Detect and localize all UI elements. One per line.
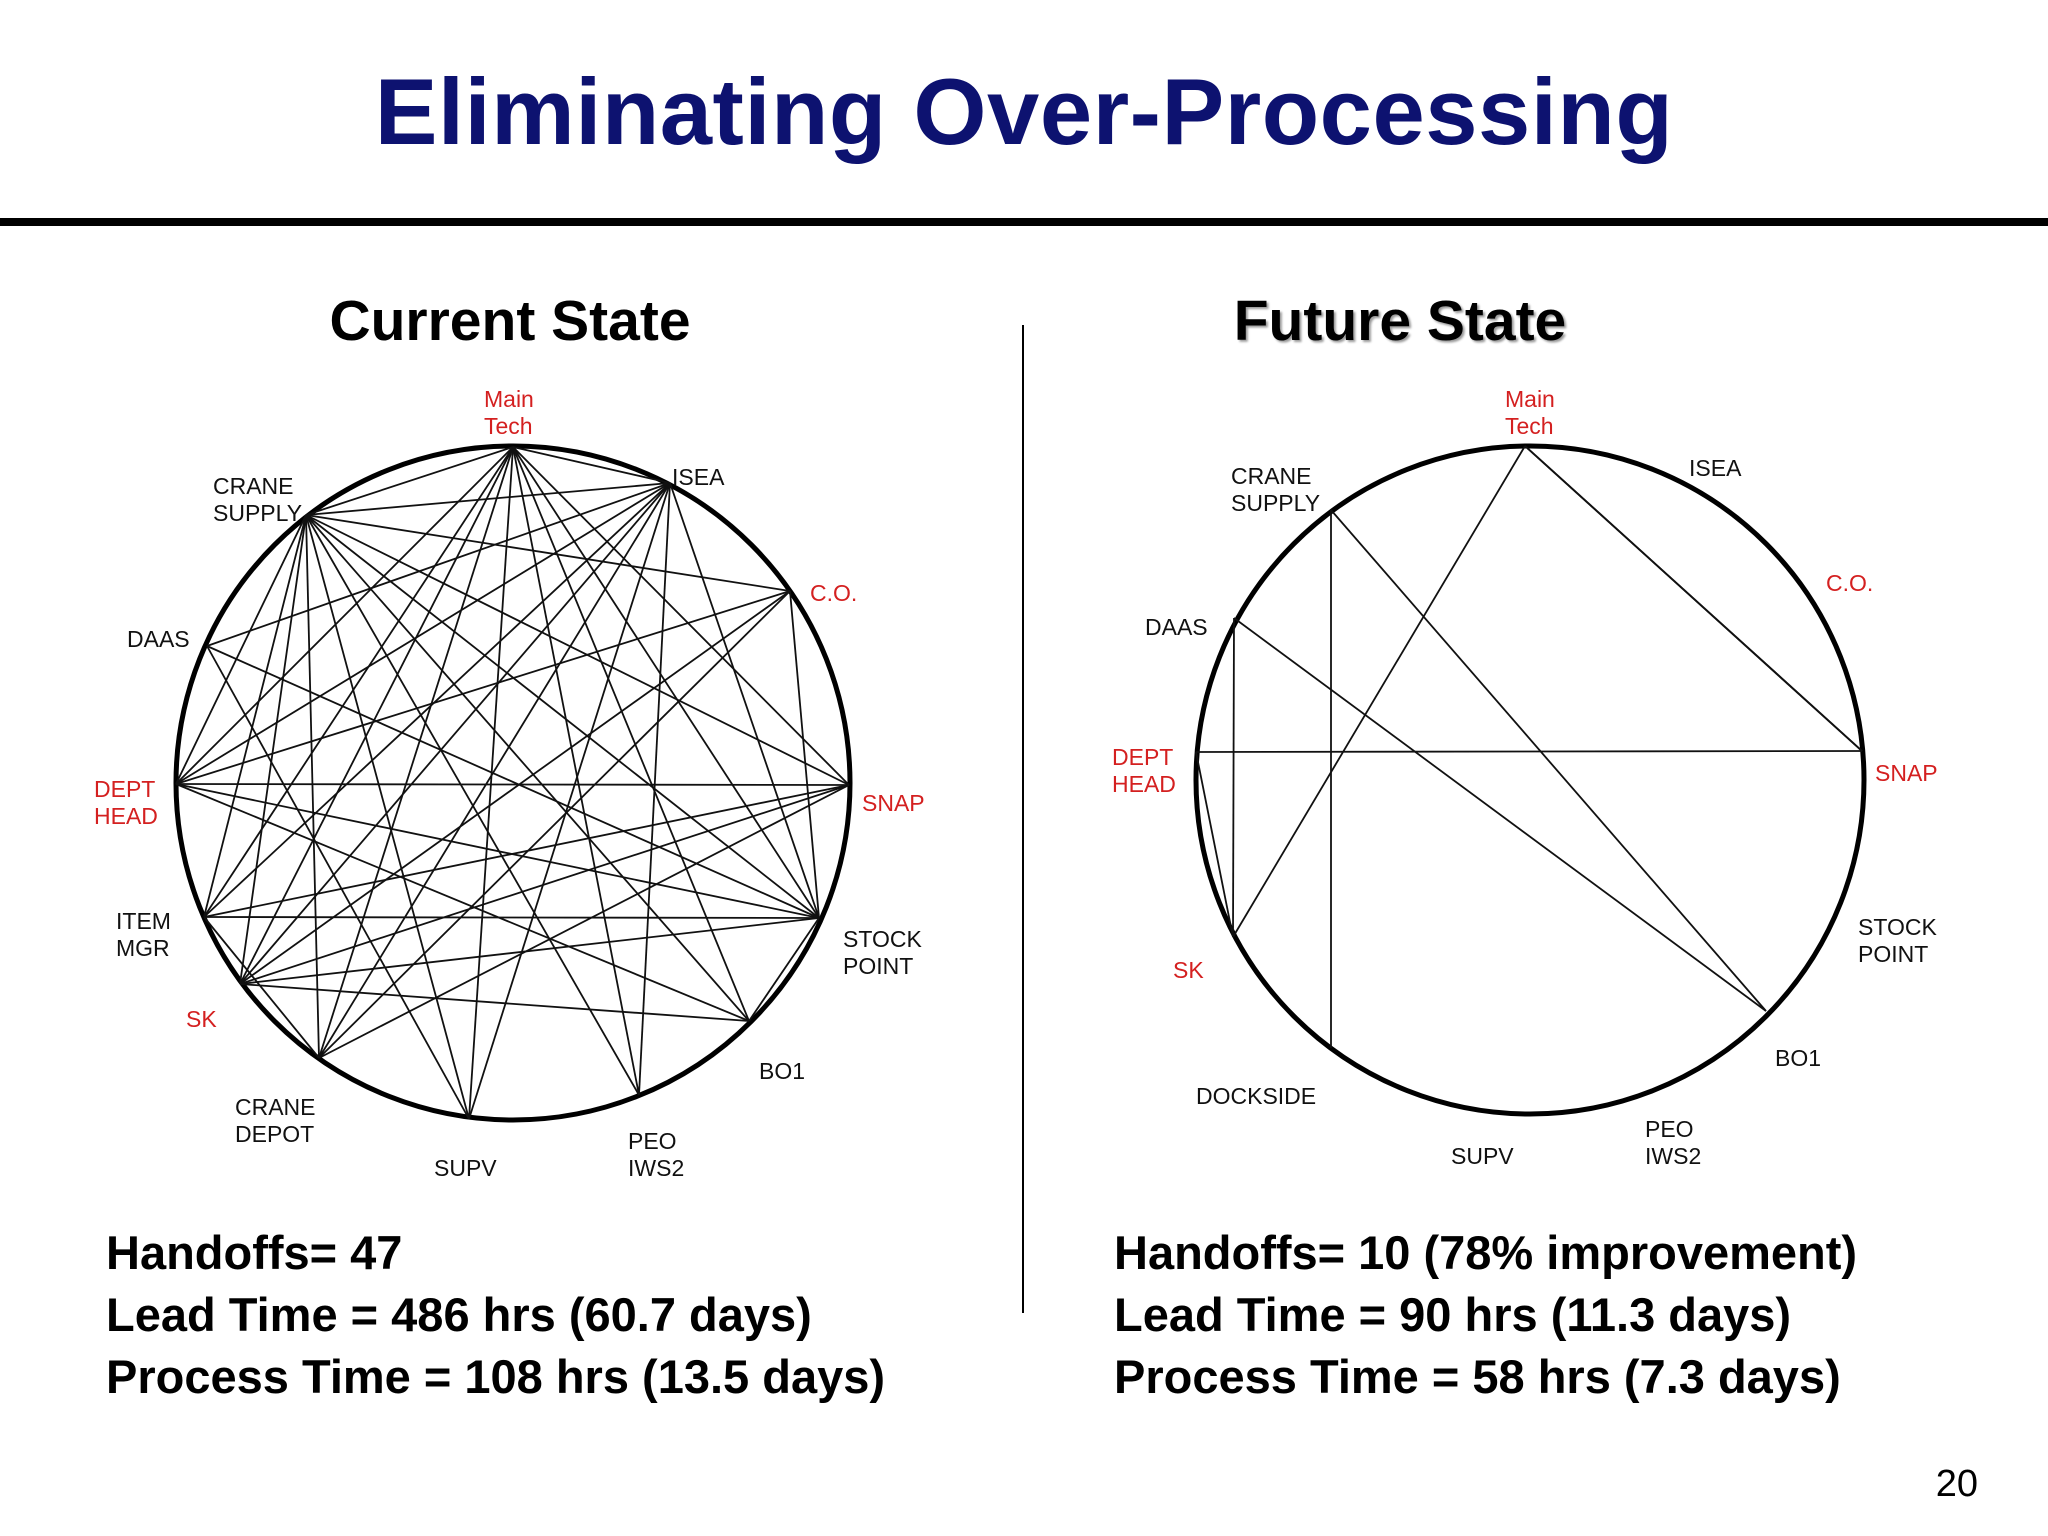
current-handoff-line-main-isea	[512, 446, 671, 484]
current-node-label-supv: SUPV	[434, 1155, 497, 1181]
current-handoff-line-co-depthead	[175, 590, 791, 785]
future-handoff-line-daas-bo1	[1233, 617, 1767, 1012]
future-handoff-line-main-snap	[1524, 445, 1863, 752]
future-node-label-main: Main Tech	[1505, 386, 1555, 439]
future-node-label-sk: SK	[1173, 957, 1204, 983]
current-handoffs: Handoffs= 47	[106, 1226, 403, 1279]
current-handoff-line-itemmgr-stock	[203, 916, 820, 919]
future-lead-time: Lead Time = 90 hrs (11.3 days)	[1114, 1288, 1792, 1341]
future-handoff-line-main-sk	[1232, 445, 1526, 938]
current-node-label-cranesupply: CRANE SUPPLY	[213, 473, 303, 526]
current-handoff-line-co-cranedepot	[318, 590, 791, 1059]
current-node-label-cranedepot: CRANE DEPOT	[235, 1094, 316, 1147]
current-process-time: Process Time = 108 hrs (13.5 days)	[106, 1350, 886, 1403]
current-handoff-line-cranesupply-snap	[305, 514, 850, 786]
current-handoff-line-cranesupply-cranedepot	[305, 514, 320, 1059]
current-handoff-line-stock-bo1	[748, 917, 820, 1022]
current-handoff-line-cranesupply-co	[305, 514, 791, 592]
current-node-label-bo1: BO1	[759, 1058, 806, 1084]
future-handoff-line-depthead-sk	[1195, 751, 1234, 938]
current-node-label-itemmgr: ITEM MGR	[116, 908, 171, 961]
current-handoff-line-itemmgr-cranedepot	[203, 916, 320, 1059]
current-handoff-line-cranesupply-itemmgr	[203, 514, 307, 918]
future-node-label-supv: SUPV	[1451, 1143, 1514, 1169]
current-handoff-line-co-stock	[789, 590, 820, 919]
current-handoff-line-main-stock	[512, 446, 820, 919]
current-state-stats: Handoffs= 47 Lead Time = 486 hrs (60.7 d…	[106, 1222, 885, 1408]
future-node-label-snap: SNAP	[1875, 760, 1938, 786]
center-divider	[1022, 325, 1024, 1313]
future-node-label-depthead: DEPT HEAD	[1112, 744, 1176, 797]
current-handoff-line-isea-cranedepot	[318, 482, 671, 1059]
future-handoff-line-daas-sk	[1232, 617, 1235, 938]
current-handoff-line-sk-bo1	[239, 983, 750, 1022]
title-rule	[0, 218, 2048, 226]
current-handoff-line-daas-supv	[206, 645, 470, 1120]
current-handoff-line-snap-depthead	[175, 783, 850, 786]
future-state-heading: Future State	[1233, 289, 1567, 353]
current-node-label-snap: SNAP	[862, 790, 925, 816]
future-node-label-daas: DAAS	[1145, 614, 1208, 640]
current-handoff-line-cranesupply-bo1	[305, 514, 750, 1022]
current-handoff-line-cranesupply-sk	[239, 514, 307, 985]
current-node-label-daas: DAAS	[127, 626, 190, 652]
current-handoff-line-cranesupply-stock	[305, 514, 820, 919]
future-node-label-dockside: DOCKSIDE	[1196, 1083, 1317, 1109]
future-node-label-stock: STOCK POINT	[1858, 914, 1937, 967]
current-lead-time: Lead Time = 486 hrs (60.7 days)	[106, 1288, 812, 1341]
current-handoff-line-main-depthead	[175, 446, 514, 785]
future-state-stats: Handoffs= 10 (78% improvement) Lead Time…	[1114, 1222, 1857, 1408]
current-handoff-line-isea-depthead	[175, 482, 671, 785]
future-handoff-line-cranesupply-bo1	[1330, 509, 1767, 1012]
current-handoff-line-main-cranesupply	[305, 446, 514, 516]
future-circle	[1193, 443, 1867, 1117]
slide-title: Eliminating Over-Processing	[374, 59, 1674, 164]
future-node-label-peo: PEO IWS2	[1645, 1116, 1702, 1169]
current-handoff-line-snap-sk	[239, 784, 850, 985]
current-handoff-line-snap-cranedepot	[318, 784, 850, 1059]
future-node-label-co: C.O.	[1826, 570, 1874, 596]
current-handoff-line-isea-stock	[669, 482, 820, 919]
current-handoff-line-depthead-stock	[175, 783, 820, 919]
current-handoff-line-isea-supv	[468, 482, 671, 1120]
page-number: 20	[1935, 1463, 1978, 1505]
current-node-label-stock: STOCK POINT	[843, 926, 922, 979]
current-handoff-line-stock-sk	[239, 917, 820, 985]
current-handoff-line-isea-sk	[239, 482, 671, 985]
future-handoff-line-depthead-snap	[1195, 750, 1863, 753]
current-handoff-line-isea-cranesupply	[305, 482, 671, 516]
current-handoff-line-main-sk	[239, 446, 514, 985]
current-node-label-peo: PEO IWS2	[628, 1128, 685, 1181]
current-handoff-line-daas-stock	[206, 645, 820, 919]
current-handoff-line-snap-itemmgr	[203, 784, 850, 918]
future-process-time: Process Time = 58 hrs (7.3 days)	[1114, 1350, 1841, 1403]
current-node-label-isea: ISEA	[672, 464, 725, 490]
current-handoff-line-main-itemmgr	[203, 446, 514, 918]
current-handoff-line-main-snap	[512, 446, 850, 786]
current-node-label-co: C.O.	[810, 580, 858, 606]
future-node-label-cranesupply: CRANE SUPPLY	[1231, 463, 1321, 516]
current-handoff-line-co-sk	[239, 590, 791, 985]
current-handoff-line-isea-itemmgr	[203, 482, 671, 918]
current-handoff-line-main-bo1	[512, 446, 750, 1022]
future-handoffs: Handoffs= 10 (78% improvement)	[1114, 1226, 1858, 1279]
future-node-label-bo1: BO1	[1775, 1045, 1822, 1071]
current-handoff-line-main-supv	[468, 446, 514, 1120]
future-node-label-isea: ISEA	[1689, 455, 1742, 481]
current-state-heading: Current State	[329, 289, 691, 353]
current-node-label-depthead: DEPT HEAD	[94, 776, 158, 829]
current-handoff-line-main-peo	[512, 446, 640, 1096]
current-handoff-line-cranesupply-supv	[305, 514, 470, 1120]
current-handoff-line-isea-daas	[206, 482, 671, 647]
current-handoff-line-cranesupply-depthead	[175, 514, 307, 785]
current-node-label-main: Main Tech	[484, 386, 534, 439]
current-handoff-line-cranesupply-peo	[305, 514, 640, 1096]
current-handoff-line-depthead-bo1	[175, 783, 750, 1022]
current-node-label-sk: SK	[186, 1006, 217, 1032]
